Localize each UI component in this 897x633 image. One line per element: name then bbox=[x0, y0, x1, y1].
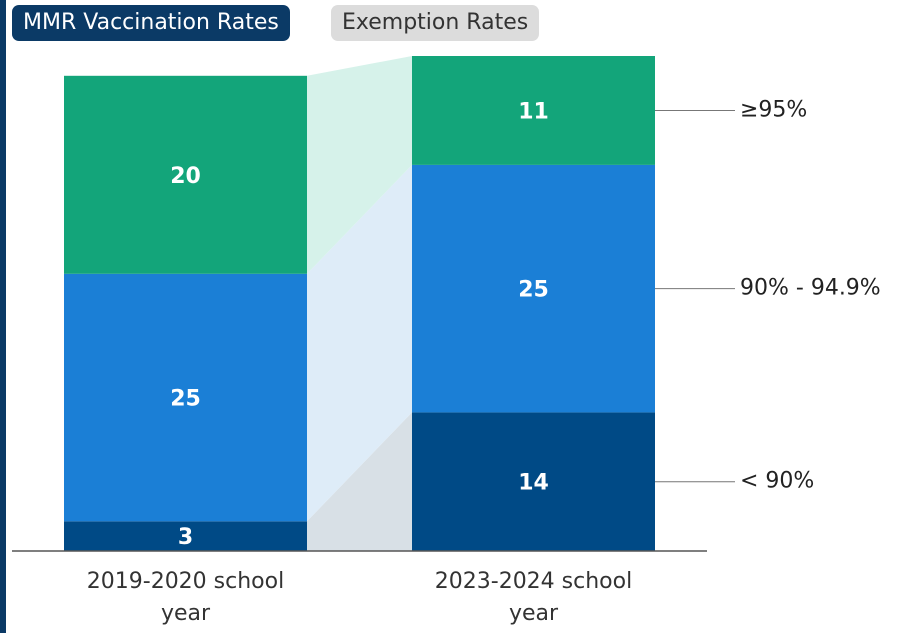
data-label: 14 bbox=[518, 471, 549, 496]
bar-segment bbox=[412, 164, 655, 413]
tab[interactable]: Exemption Rates bbox=[331, 5, 540, 41]
x-tick-label: 2019-2020 school year bbox=[86, 569, 285, 626]
data-label: 25 bbox=[518, 278, 549, 303]
bar-segment bbox=[412, 56, 655, 165]
bar-segment bbox=[412, 412, 655, 551]
data-label: 25 bbox=[170, 387, 201, 412]
bar-segment bbox=[64, 521, 307, 551]
legend-label: 90% - 94.9% bbox=[740, 276, 881, 301]
legend-label: < 90% bbox=[740, 469, 814, 494]
bar-segment bbox=[64, 273, 307, 522]
x-tick-label: 2023-2024 school year bbox=[434, 569, 633, 626]
connector bbox=[307, 164, 412, 522]
side-stripe bbox=[0, 0, 6, 633]
bar-segment bbox=[64, 75, 307, 274]
tab[interactable]: MMR Vaccination Rates bbox=[12, 5, 290, 41]
connector bbox=[307, 56, 412, 274]
data-label: 11 bbox=[518, 99, 549, 124]
connector bbox=[307, 412, 412, 551]
legend-label: ≥95% bbox=[740, 97, 807, 122]
data-label: 20 bbox=[170, 164, 201, 189]
data-label: 3 bbox=[178, 525, 193, 550]
